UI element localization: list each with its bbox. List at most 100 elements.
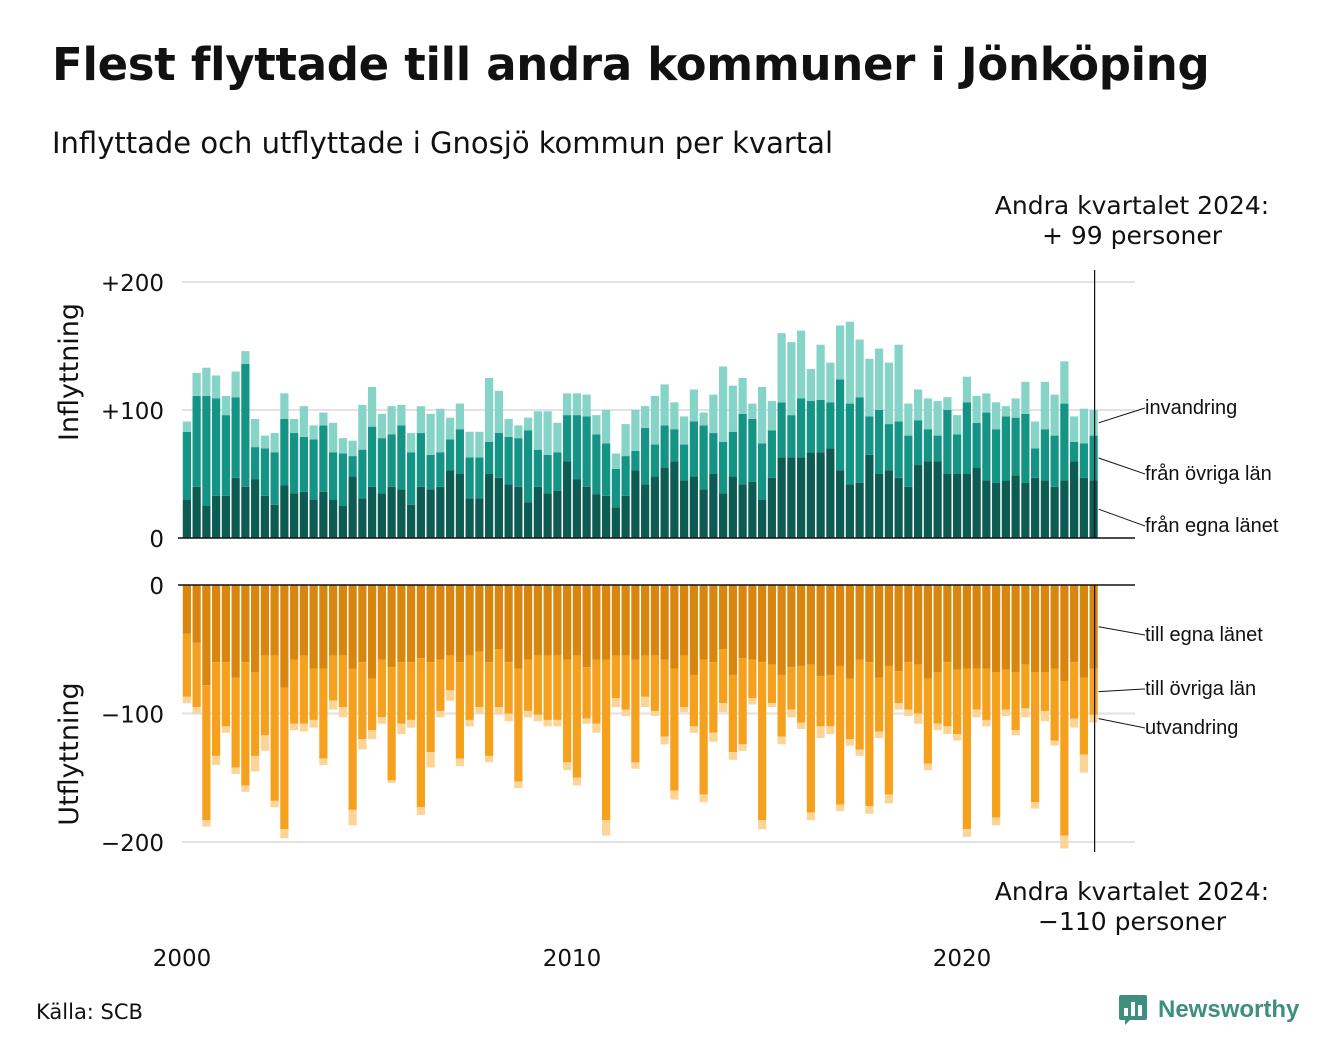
bar-in-2 xyxy=(338,438,347,454)
bar-in-0 xyxy=(329,499,338,538)
bar-out-0 xyxy=(758,585,767,663)
bar-out-2 xyxy=(543,719,552,727)
bar-in-2 xyxy=(426,413,435,455)
bar-out-1 xyxy=(260,655,269,736)
bar-out-2 xyxy=(884,794,893,804)
y-tick-label-out: −200 xyxy=(101,831,164,857)
series-label-utvandring: utvandring xyxy=(1145,717,1238,739)
bar-in-1 xyxy=(806,401,815,453)
bar-out-1 xyxy=(611,655,620,699)
chart-subtitle: Inflyttade och utflyttade i Gnosjö kommu… xyxy=(52,126,834,160)
bar-out-0 xyxy=(1040,585,1049,673)
bar-out-0 xyxy=(504,585,513,663)
bar-in-0 xyxy=(836,470,845,538)
bar-out-2 xyxy=(329,700,338,710)
bar-in-1 xyxy=(914,420,923,466)
series-label-till-ovriga-lan: till övriga län xyxy=(1145,678,1256,700)
bar-out-0 xyxy=(1031,585,1040,673)
bar-out-1 xyxy=(212,662,221,756)
bar-in-2 xyxy=(572,393,581,416)
bar-in-2 xyxy=(904,403,913,436)
bar-in-2 xyxy=(1001,406,1010,417)
bar-in-1 xyxy=(407,452,416,505)
bar-in-2 xyxy=(992,402,1001,430)
bar-in-0 xyxy=(1031,477,1040,538)
bar-in-0 xyxy=(641,484,650,538)
bar-out-0 xyxy=(933,585,942,673)
bar-out-2 xyxy=(358,739,367,750)
series-label-fran-egna-lanet-leader xyxy=(1098,508,1146,527)
bar-out-2 xyxy=(290,723,299,731)
bar-in-2 xyxy=(241,351,250,364)
bar-out-0 xyxy=(875,585,884,678)
bar-in-0 xyxy=(465,498,474,538)
bar-in-1 xyxy=(319,425,328,492)
bar-out-1 xyxy=(923,678,932,764)
bar-out-2 xyxy=(387,780,396,783)
bar-out-0 xyxy=(660,585,669,660)
bar-out-0 xyxy=(767,585,776,665)
bar-out-0 xyxy=(368,585,377,679)
bar-out-1 xyxy=(904,662,913,710)
bar-in-2 xyxy=(777,333,786,403)
bar-in-0 xyxy=(875,474,884,538)
annotation-top-line1: Andra kvartalet 2024: xyxy=(995,191,1269,220)
bar-out-1 xyxy=(728,674,737,753)
bar-in-1 xyxy=(602,443,611,496)
bar-in-0 xyxy=(397,489,406,538)
bar-out-0 xyxy=(553,585,562,656)
bar-in-0 xyxy=(338,506,347,538)
bar-out-0 xyxy=(748,585,757,660)
bar-in-1 xyxy=(260,448,269,496)
bar-in-2 xyxy=(387,406,396,435)
bar-in-1 xyxy=(446,439,455,471)
bar-in-1 xyxy=(553,452,562,491)
bar-out-1 xyxy=(299,655,308,724)
bar-out-0 xyxy=(251,585,260,673)
bar-out-1 xyxy=(338,655,347,708)
bar-in-1 xyxy=(348,456,357,477)
bar-in-0 xyxy=(660,467,669,538)
bar-in-2 xyxy=(816,344,825,400)
bar-out-2 xyxy=(319,758,328,765)
bar-in-1 xyxy=(397,425,406,490)
bar-in-2 xyxy=(1050,394,1059,436)
bar-in-1 xyxy=(894,421,903,478)
bar-in-1 xyxy=(1060,403,1069,481)
bar-out-2 xyxy=(992,817,1001,826)
bar-in-1 xyxy=(865,416,874,455)
bar-out-1 xyxy=(621,655,630,710)
bar-out-2 xyxy=(767,703,776,708)
bar-out-0 xyxy=(826,585,835,675)
bar-in-1 xyxy=(923,429,932,462)
bar-in-2 xyxy=(494,390,503,434)
bar-out-1 xyxy=(524,659,533,711)
bar-in-2 xyxy=(914,389,923,421)
bar-out-2 xyxy=(270,800,279,808)
bar-out-2 xyxy=(436,710,445,718)
bar-in-1 xyxy=(758,443,767,500)
bar-in-0 xyxy=(621,495,630,538)
bar-in-1 xyxy=(1021,413,1030,483)
brand-logo[interactable]: Newsworthy xyxy=(1118,994,1299,1026)
bar-out-0 xyxy=(1089,585,1098,669)
bar-out-0 xyxy=(1079,585,1088,678)
bar-out-1 xyxy=(436,659,445,711)
bar-in-2 xyxy=(592,415,601,435)
bar-in-0 xyxy=(962,474,971,538)
bar-out-1 xyxy=(972,668,981,710)
bar-out-1 xyxy=(514,668,523,782)
bar-in-0 xyxy=(631,470,640,538)
bar-in-2 xyxy=(797,330,806,399)
bar-out-1 xyxy=(329,655,338,701)
bar-in-1 xyxy=(377,438,386,494)
bar-out-1 xyxy=(192,642,201,708)
bar-in-2 xyxy=(670,402,679,430)
bar-out-2 xyxy=(602,820,611,836)
bar-in-0 xyxy=(1050,486,1059,538)
bar-in-1 xyxy=(494,433,503,478)
bar-in-2 xyxy=(631,410,640,451)
bar-in-2 xyxy=(972,395,981,423)
bar-out-2 xyxy=(524,710,533,718)
bar-out-1 xyxy=(875,677,884,732)
